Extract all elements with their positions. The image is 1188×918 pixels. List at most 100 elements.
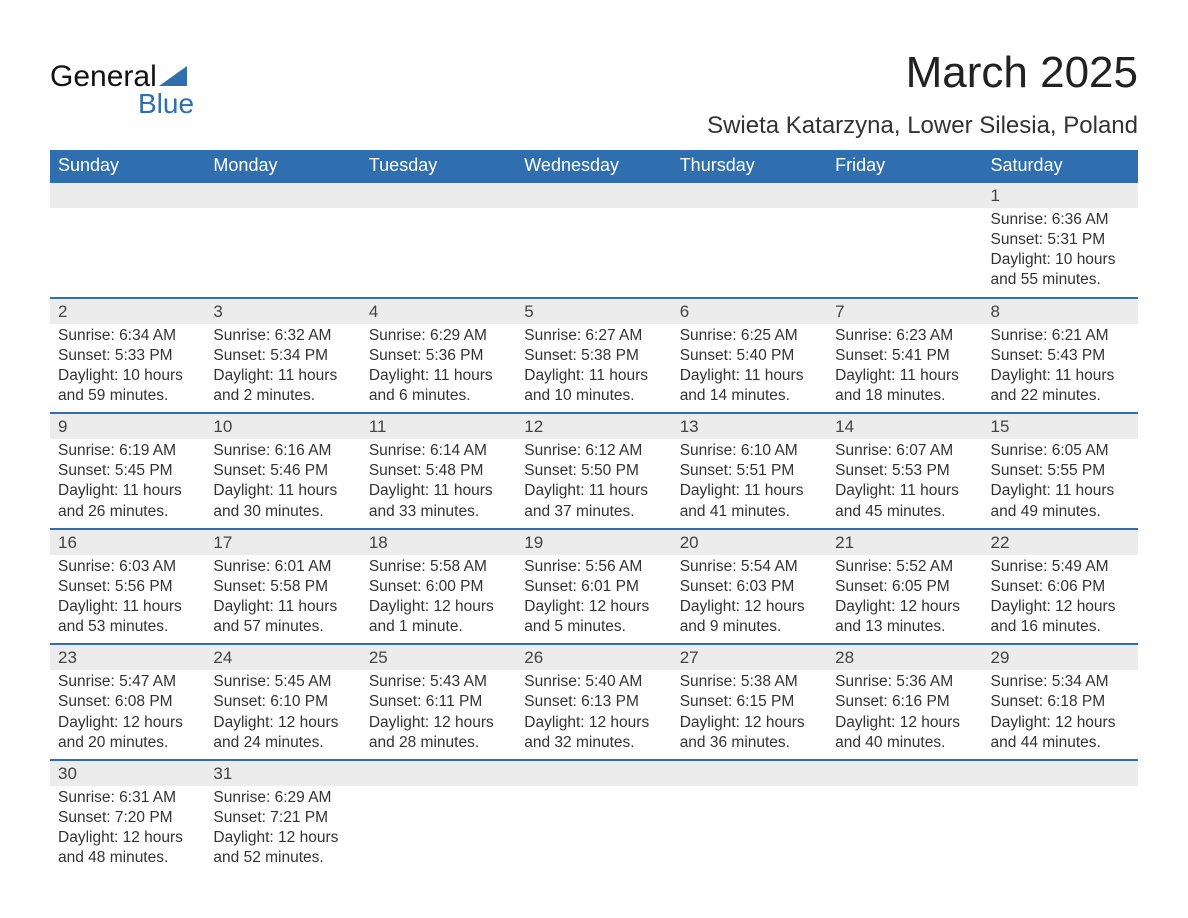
sunrise: Sunrise: 5:47 AM xyxy=(58,672,197,692)
daylight-line2: and 20 minutes. xyxy=(58,733,197,753)
sunrise: Sunrise: 6:14 AM xyxy=(369,441,508,461)
day-data-cell xyxy=(50,208,205,298)
daylight-line2: and 28 minutes. xyxy=(369,733,508,753)
day-data-cell: Sunrise: 6:29 AMSunset: 7:21 PMDaylight:… xyxy=(205,786,360,875)
sunset: Sunset: 5:58 PM xyxy=(213,577,352,597)
day-data-cell: Sunrise: 5:38 AMSunset: 6:15 PMDaylight:… xyxy=(672,670,827,760)
daylight-line1: Daylight: 12 hours xyxy=(680,713,819,733)
day-number-cell xyxy=(827,760,982,786)
day-data-cell xyxy=(672,208,827,298)
day-data-cell: Sunrise: 5:58 AMSunset: 6:00 PMDaylight:… xyxy=(361,555,516,645)
day-data-cell: Sunrise: 5:47 AMSunset: 6:08 PMDaylight:… xyxy=(50,670,205,760)
logo: General Blue xyxy=(50,60,194,120)
day-number-cell: 4 xyxy=(361,298,516,324)
sunset: Sunset: 6:05 PM xyxy=(835,577,974,597)
sunset: Sunset: 6:01 PM xyxy=(524,577,663,597)
daylight-line1: Daylight: 11 hours xyxy=(991,366,1130,386)
day-number-cell xyxy=(983,760,1138,786)
sunrise: Sunrise: 5:36 AM xyxy=(835,672,974,692)
day-data-cell: Sunrise: 6:36 AMSunset: 5:31 PMDaylight:… xyxy=(983,208,1138,298)
daylight-line1: Daylight: 11 hours xyxy=(369,366,508,386)
daylight-line1: Daylight: 10 hours xyxy=(991,250,1130,270)
day-data-cell: Sunrise: 6:25 AMSunset: 5:40 PMDaylight:… xyxy=(672,324,827,414)
sunset: Sunset: 6:16 PM xyxy=(835,692,974,712)
day-number-cell: 14 xyxy=(827,413,982,439)
day-number-cell: 29 xyxy=(983,644,1138,670)
day-number-cell: 24 xyxy=(205,644,360,670)
day-number-cell xyxy=(361,760,516,786)
day-number-cell: 19 xyxy=(516,529,671,555)
sunset: Sunset: 5:38 PM xyxy=(524,346,663,366)
sunset: Sunset: 6:15 PM xyxy=(680,692,819,712)
sunset: Sunset: 5:51 PM xyxy=(680,461,819,481)
daylight-line1: Daylight: 11 hours xyxy=(369,481,508,501)
daylight-line1: Daylight: 12 hours xyxy=(991,713,1130,733)
day-data-cell xyxy=(361,786,516,875)
daylight-line1: Daylight: 12 hours xyxy=(58,713,197,733)
daylight-line1: Daylight: 11 hours xyxy=(58,481,197,501)
weekday-header: Monday xyxy=(205,150,360,182)
sunset: Sunset: 5:53 PM xyxy=(835,461,974,481)
day-number-cell: 12 xyxy=(516,413,671,439)
day-data-cell: Sunrise: 6:31 AMSunset: 7:20 PMDaylight:… xyxy=(50,786,205,875)
weekday-header: Friday xyxy=(827,150,982,182)
daylight-line2: and 37 minutes. xyxy=(524,502,663,522)
day-number-cell: 20 xyxy=(672,529,827,555)
sunset: Sunset: 6:08 PM xyxy=(58,692,197,712)
sunrise: Sunrise: 6:12 AM xyxy=(524,441,663,461)
daylight-line2: and 59 minutes. xyxy=(58,386,197,406)
day-data-cell: Sunrise: 6:27 AMSunset: 5:38 PMDaylight:… xyxy=(516,324,671,414)
weekday-header: Saturday xyxy=(983,150,1138,182)
sunrise: Sunrise: 5:56 AM xyxy=(524,557,663,577)
sunrise: Sunrise: 6:34 AM xyxy=(58,326,197,346)
daylight-line1: Daylight: 11 hours xyxy=(213,597,352,617)
sunrise: Sunrise: 6:29 AM xyxy=(213,788,352,808)
weekday-header: Wednesday xyxy=(516,150,671,182)
sunrise: Sunrise: 5:43 AM xyxy=(369,672,508,692)
sunrise: Sunrise: 5:38 AM xyxy=(680,672,819,692)
sunset: Sunset: 5:31 PM xyxy=(991,230,1130,250)
day-number-cell: 2 xyxy=(50,298,205,324)
daylight-line2: and 13 minutes. xyxy=(835,617,974,637)
day-number-cell: 5 xyxy=(516,298,671,324)
daylight-line2: and 32 minutes. xyxy=(524,733,663,753)
daylight-line1: Daylight: 12 hours xyxy=(680,597,819,617)
day-data-row: Sunrise: 6:34 AMSunset: 5:33 PMDaylight:… xyxy=(50,324,1138,414)
day-number-cell xyxy=(516,760,671,786)
daylight-line2: and 53 minutes. xyxy=(58,617,197,637)
sunset: Sunset: 5:40 PM xyxy=(680,346,819,366)
day-data-cell: Sunrise: 6:16 AMSunset: 5:46 PMDaylight:… xyxy=(205,439,360,529)
daylight-line1: Daylight: 12 hours xyxy=(991,597,1130,617)
sunset: Sunset: 5:41 PM xyxy=(835,346,974,366)
day-number-cell: 31 xyxy=(205,760,360,786)
daylight-line1: Daylight: 12 hours xyxy=(524,713,663,733)
daylight-line2: and 44 minutes. xyxy=(991,733,1130,753)
day-data-cell: Sunrise: 6:21 AMSunset: 5:43 PMDaylight:… xyxy=(983,324,1138,414)
day-data-cell: Sunrise: 6:05 AMSunset: 5:55 PMDaylight:… xyxy=(983,439,1138,529)
sunrise: Sunrise: 5:49 AM xyxy=(991,557,1130,577)
daylight-line1: Daylight: 11 hours xyxy=(680,366,819,386)
sunset: Sunset: 5:48 PM xyxy=(369,461,508,481)
day-number-cell: 1 xyxy=(983,182,1138,208)
sunset: Sunset: 6:18 PM xyxy=(991,692,1130,712)
sunrise: Sunrise: 6:31 AM xyxy=(58,788,197,808)
day-number-cell: 26 xyxy=(516,644,671,670)
day-data-cell: Sunrise: 6:34 AMSunset: 5:33 PMDaylight:… xyxy=(50,324,205,414)
day-data-cell: Sunrise: 5:45 AMSunset: 6:10 PMDaylight:… xyxy=(205,670,360,760)
sunrise: Sunrise: 6:27 AM xyxy=(524,326,663,346)
daylight-line2: and 30 minutes. xyxy=(213,502,352,522)
sunrise: Sunrise: 5:54 AM xyxy=(680,557,819,577)
day-number-cell: 17 xyxy=(205,529,360,555)
sunrise: Sunrise: 5:40 AM xyxy=(524,672,663,692)
day-data-cell: Sunrise: 5:52 AMSunset: 6:05 PMDaylight:… xyxy=(827,555,982,645)
daylight-line1: Daylight: 12 hours xyxy=(835,713,974,733)
day-data-cell: Sunrise: 5:56 AMSunset: 6:01 PMDaylight:… xyxy=(516,555,671,645)
day-number-cell: 28 xyxy=(827,644,982,670)
day-data-cell: Sunrise: 5:43 AMSunset: 6:11 PMDaylight:… xyxy=(361,670,516,760)
sunrise: Sunrise: 6:32 AM xyxy=(213,326,352,346)
day-number-cell xyxy=(50,182,205,208)
logo-text-blue: Blue xyxy=(138,88,194,120)
sunset: Sunset: 5:55 PM xyxy=(991,461,1130,481)
day-number-cell: 27 xyxy=(672,644,827,670)
sunset: Sunset: 5:36 PM xyxy=(369,346,508,366)
